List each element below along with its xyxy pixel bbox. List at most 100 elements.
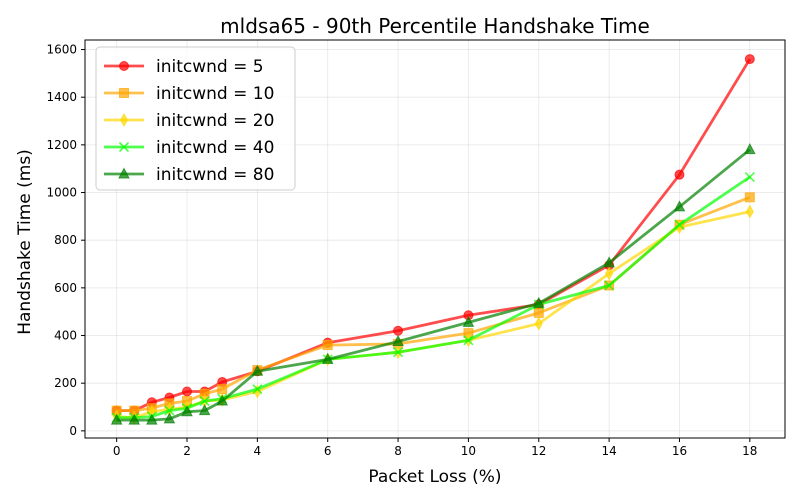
- marker-shape: [463, 335, 474, 346]
- legend: initcwnd = 5 initcwnd = 10 initcwnd = 20 in…: [95, 46, 296, 191]
- legend-entry: initcwnd = 40: [104, 138, 274, 158]
- y-axis-label: Handshake Time (ms): [15, 149, 35, 335]
- marker-shape: [674, 169, 685, 180]
- data-point: [745, 204, 754, 219]
- data-point: [532, 296, 545, 308]
- data-point: [534, 316, 543, 331]
- legend-box: [95, 46, 296, 191]
- marker-shape: [163, 412, 176, 424]
- marker-shape: [128, 413, 141, 425]
- marker-shape: [674, 219, 685, 230]
- marker-shape: [217, 384, 228, 395]
- x-tick-label: 16: [672, 444, 687, 458]
- data-point: [217, 384, 228, 395]
- x-tick-label: 6: [324, 444, 332, 458]
- marker-shape: [110, 413, 123, 425]
- marker-shape: [604, 280, 615, 291]
- marker-shape: [321, 352, 334, 364]
- legend-label: initcwnd = 20: [156, 111, 274, 131]
- data-point: [462, 315, 475, 327]
- marker-shape: [393, 325, 404, 336]
- data-point: [603, 256, 615, 268]
- data-point: [146, 413, 158, 425]
- series-5: [110, 143, 756, 425]
- marker-shape: [392, 347, 404, 358]
- data-point: [216, 394, 229, 406]
- marker-shape: [603, 256, 615, 268]
- marker-shape: [743, 143, 756, 155]
- legend-marker: [119, 113, 129, 127]
- legend-label: initcwnd = 10: [156, 84, 274, 104]
- x-tick-label: 14: [601, 444, 616, 458]
- y-tick-label: 1000: [46, 186, 77, 200]
- y-tick-label: 1400: [46, 90, 77, 104]
- marker-shape: [532, 296, 545, 308]
- data-point: [744, 171, 755, 183]
- legend-entry: initcwnd = 80: [104, 165, 274, 185]
- data-point: [392, 334, 404, 346]
- y-tick-label: 600: [54, 281, 77, 295]
- marker-shape: [744, 54, 755, 65]
- data-point: [744, 192, 755, 203]
- x-tick-label: 0: [113, 444, 121, 458]
- marker-shape: [182, 386, 193, 397]
- data-point: [673, 200, 686, 212]
- data-point: [199, 395, 210, 407]
- y-tick-label: 1600: [46, 43, 77, 57]
- data-point: [393, 325, 404, 336]
- marker-shape: [251, 364, 264, 376]
- data-point: [198, 404, 211, 416]
- series-layer: [110, 54, 756, 425]
- marker-shape: [119, 88, 129, 98]
- marker-shape: [744, 171, 755, 183]
- legend-label: initcwnd = 5: [156, 57, 264, 77]
- chart-title: mldsa65 - 90th Percentile Handshake Time: [220, 14, 650, 38]
- marker-shape: [745, 204, 754, 219]
- marker-shape: [534, 316, 543, 331]
- data-point: [674, 169, 685, 180]
- axis-ticks: 0 2 4 6 8 10 12 14 16 18 0 200 400 600 800 1000 1200 1400…: [46, 43, 757, 458]
- y-tick-label: 0: [69, 424, 77, 438]
- marker-shape: [673, 200, 686, 212]
- marker-shape: [216, 394, 229, 406]
- marker-shape: [119, 113, 129, 127]
- marker-shape: [118, 141, 130, 153]
- marker-shape: [322, 340, 333, 351]
- marker-shape: [392, 334, 404, 346]
- x-tick-label: 18: [742, 444, 757, 458]
- y-tick-label: 1200: [46, 138, 77, 152]
- legend-label: initcwnd = 80: [156, 165, 274, 185]
- x-axis-label: Packet Loss (%): [368, 467, 501, 487]
- data-point: [164, 405, 175, 416]
- marker-shape: [198, 404, 211, 416]
- x-tick-label: 8: [394, 444, 402, 458]
- marker-shape: [118, 167, 130, 179]
- data-point: [744, 54, 755, 65]
- data-point: [392, 347, 404, 358]
- data-point: [743, 143, 756, 155]
- x-tick-label: 2: [183, 444, 191, 458]
- legend-entry: initcwnd = 10: [104, 84, 274, 104]
- marker-shape: [744, 192, 755, 203]
- data-point: [181, 405, 193, 417]
- legend-entry: initcwnd = 5: [104, 57, 264, 77]
- data-point: [182, 386, 193, 397]
- data-point: [605, 266, 614, 281]
- marker-shape: [119, 61, 129, 71]
- legend-marker: [118, 141, 130, 153]
- y-tick-label: 400: [54, 329, 77, 343]
- marker-shape: [533, 307, 544, 318]
- marker-shape: [181, 405, 193, 417]
- marker-shape: [252, 384, 263, 395]
- data-point: [604, 280, 615, 291]
- marker-shape: [199, 395, 210, 407]
- legend-label: initcwnd = 40: [156, 138, 274, 158]
- x-tick-label: 4: [254, 444, 262, 458]
- data-point: [252, 384, 263, 395]
- legend-marker: [119, 88, 129, 98]
- legend-marker: [119, 61, 129, 71]
- plot-frame: [84, 39, 786, 439]
- data-point: [322, 340, 333, 351]
- x-tick-label: 10: [461, 444, 476, 458]
